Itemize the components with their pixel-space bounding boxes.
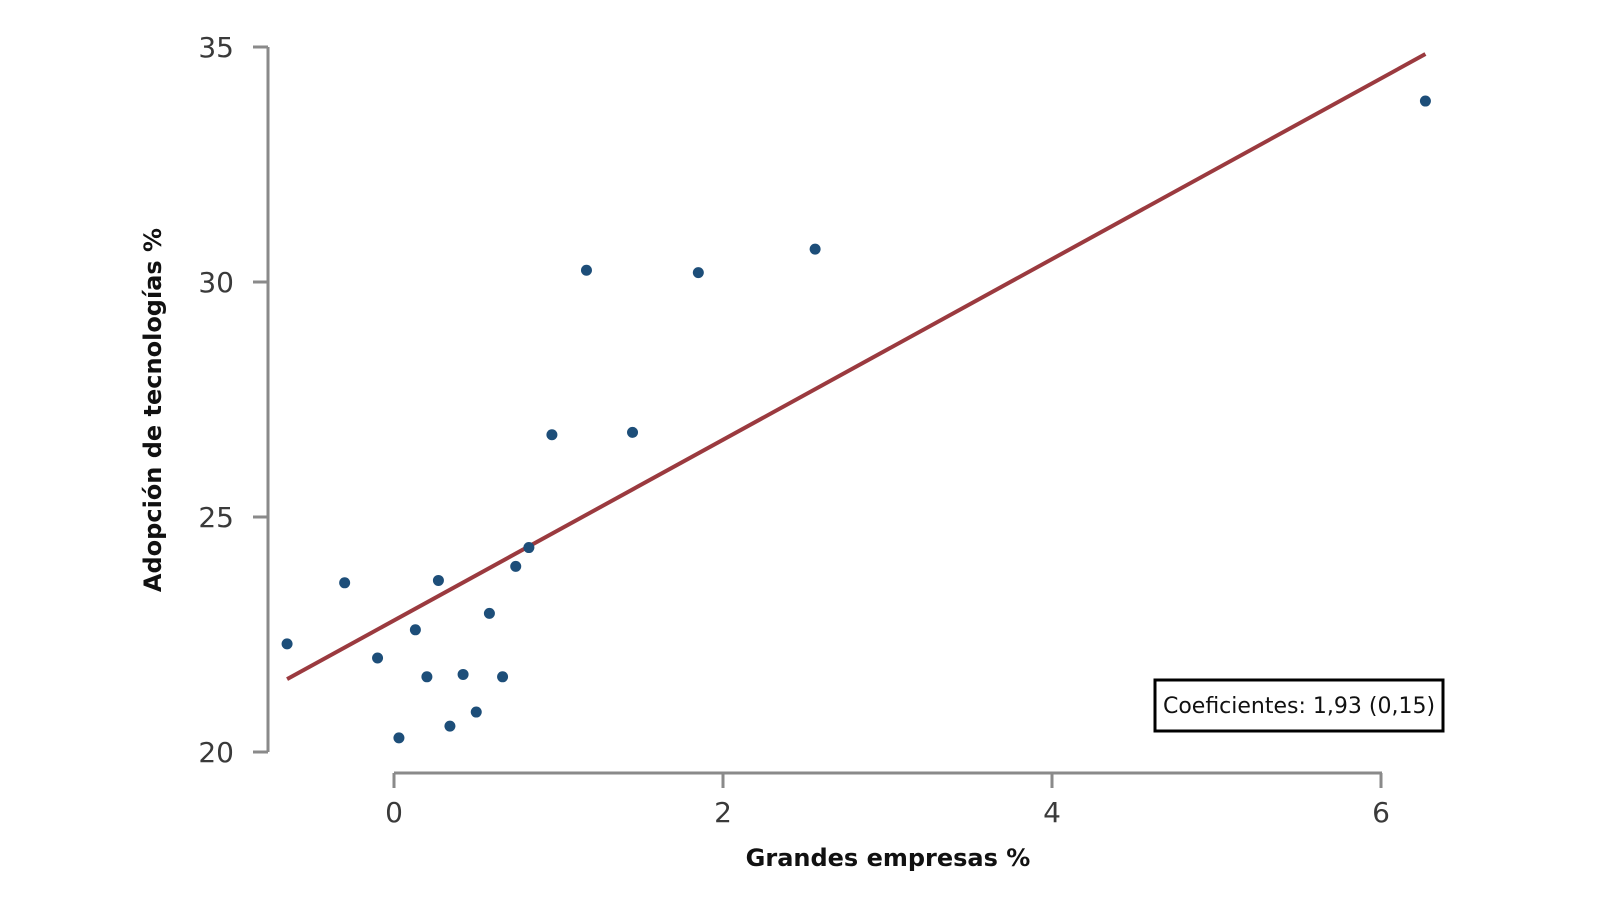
coefficient-box <box>1153 678 1445 733</box>
data-point <box>580 264 592 276</box>
data-point <box>432 574 444 586</box>
data-point <box>409 624 421 636</box>
y-tick-label: 35 <box>198 31 234 64</box>
data-point <box>1419 95 1431 107</box>
x-tick-label: 0 <box>385 796 403 829</box>
data-point <box>510 560 522 572</box>
data-point <box>523 542 535 554</box>
y-axis-title: Adopción de tecnologías % <box>139 228 167 592</box>
data-point <box>470 706 482 718</box>
x-tick-label: 4 <box>1043 796 1061 829</box>
trend-line <box>286 52 1427 681</box>
points-layer <box>281 95 1431 744</box>
data-point <box>497 671 509 683</box>
coefficient-text: Coeficientes: 1,93 (0,15) <box>1163 694 1435 719</box>
data-point <box>421 671 433 683</box>
axes-layer <box>266 47 1382 775</box>
coefficient-annotation: Coeficientes: 1,93 (0,15) <box>1153 678 1445 733</box>
trend-layer <box>286 52 1427 681</box>
x-tick-label: 6 <box>1372 796 1390 829</box>
data-point <box>546 429 558 441</box>
data-point <box>627 426 639 438</box>
data-point <box>281 638 293 650</box>
x-axis-title: Grandes empresas % <box>746 844 1031 872</box>
y-tick-label: 30 <box>198 266 234 299</box>
ticks-layer: 20 25 30 35 0 2 4 6 <box>198 31 1390 829</box>
data-point <box>393 732 405 744</box>
data-point <box>457 668 469 680</box>
x-tick-label: 2 <box>714 796 732 829</box>
data-point <box>339 577 351 589</box>
y-tick-label: 20 <box>198 736 234 769</box>
data-point <box>372 652 384 664</box>
y-tick-label: 25 <box>198 501 234 534</box>
data-point <box>444 720 456 732</box>
data-point <box>809 243 821 255</box>
data-point <box>692 267 704 279</box>
data-point <box>483 607 495 619</box>
